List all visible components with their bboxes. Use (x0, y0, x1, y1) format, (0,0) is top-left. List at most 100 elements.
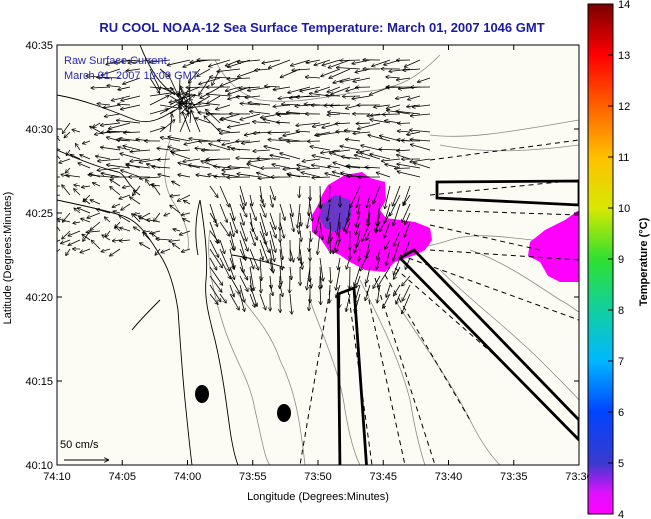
current-vector (229, 284, 234, 297)
current-vector (150, 59, 171, 62)
current-vector (405, 59, 421, 67)
current-vector (121, 104, 141, 109)
current-vector (367, 194, 371, 207)
current-vector (354, 266, 361, 286)
current-vector (78, 163, 91, 169)
current-vector (368, 212, 371, 226)
current-vector (191, 111, 201, 133)
current-vector (249, 257, 254, 269)
current-vector (168, 59, 191, 65)
current-vector (240, 113, 261, 120)
current-vector (319, 221, 323, 239)
current-vector (149, 77, 160, 93)
current-vector (312, 165, 331, 169)
current-vector (229, 248, 234, 268)
x-tick-label: 73:55 (239, 471, 267, 483)
current-vector (183, 112, 191, 133)
buoy-marker-west (195, 385, 209, 403)
current-vector (113, 211, 121, 213)
current-vector (259, 248, 263, 260)
current-vector (123, 186, 131, 188)
current-vector (117, 120, 141, 124)
current-vector (279, 203, 285, 220)
current-vector (269, 230, 276, 252)
current-vector (217, 68, 241, 72)
current-vector (195, 118, 211, 124)
current-vector (219, 203, 227, 222)
current-vector (118, 86, 131, 90)
current-vector (377, 203, 381, 225)
current-vector (377, 248, 381, 260)
current-vector (219, 293, 226, 303)
current-vector (386, 284, 391, 297)
current-vector (299, 257, 302, 269)
colorbar-tick-label: 11 (618, 152, 629, 164)
current-vector (377, 284, 381, 303)
current-vector (307, 266, 311, 290)
current-vector (289, 203, 293, 216)
current-vector (262, 59, 281, 63)
current-vector (219, 185, 229, 207)
current-vector (306, 59, 321, 63)
current-vector (132, 214, 141, 223)
current-vector (411, 145, 431, 151)
current-vector (63, 122, 71, 133)
current-vector (239, 248, 245, 259)
current-vector (359, 248, 360, 261)
current-vector (147, 220, 161, 223)
current-vector (336, 239, 341, 252)
current-vector (300, 230, 301, 241)
current-vector (279, 239, 283, 259)
current-vector (345, 130, 361, 132)
current-vector (57, 248, 61, 253)
current-vector (102, 248, 111, 252)
current-vector (112, 203, 121, 207)
current-vector (183, 219, 191, 223)
y-axis: 40:35 40:30 40:25 40:20 40:15 40:10 (25, 40, 579, 472)
current-vector (310, 147, 331, 151)
current-vector (255, 69, 271, 70)
current-vector (120, 240, 131, 241)
current-vector (84, 199, 91, 205)
current-vector (62, 185, 71, 196)
current-vector (343, 96, 361, 97)
current-vector (384, 203, 391, 223)
current-vector (101, 173, 121, 178)
sst-patch-plume-center (320, 195, 352, 232)
current-vector (179, 113, 188, 133)
current-vector (168, 147, 181, 151)
current-vector (238, 59, 261, 62)
current-vector (350, 185, 361, 208)
current-vector (57, 239, 61, 242)
current-vector (219, 257, 230, 279)
current-vector (200, 86, 221, 98)
current-vector (57, 194, 61, 196)
current-vector (260, 275, 261, 293)
current-vector (149, 128, 164, 133)
current-vector (306, 77, 321, 78)
current-vector (159, 103, 180, 115)
current-vector (218, 140, 231, 141)
current-vector (270, 275, 271, 288)
current-vector (249, 284, 257, 306)
current-vector (239, 203, 247, 217)
current-vector (81, 219, 91, 223)
current-vector (330, 153, 351, 160)
current-vector (310, 275, 311, 288)
current-vector (333, 149, 351, 152)
current-vector (366, 239, 371, 259)
current-vector (182, 213, 191, 215)
current-vector (265, 86, 281, 87)
current-vector (249, 248, 259, 270)
current-vector (395, 168, 411, 169)
current-vector (109, 122, 131, 129)
colorbar-tick-label: 14 (618, 0, 630, 11)
current-vector (272, 164, 291, 169)
current-vector (337, 68, 361, 70)
x-tick-label: 73:35 (500, 471, 528, 483)
current-vector (105, 217, 111, 223)
current-vector (366, 167, 381, 168)
current-vector (123, 146, 141, 151)
current-vector (373, 185, 381, 204)
current-vector (154, 212, 161, 221)
